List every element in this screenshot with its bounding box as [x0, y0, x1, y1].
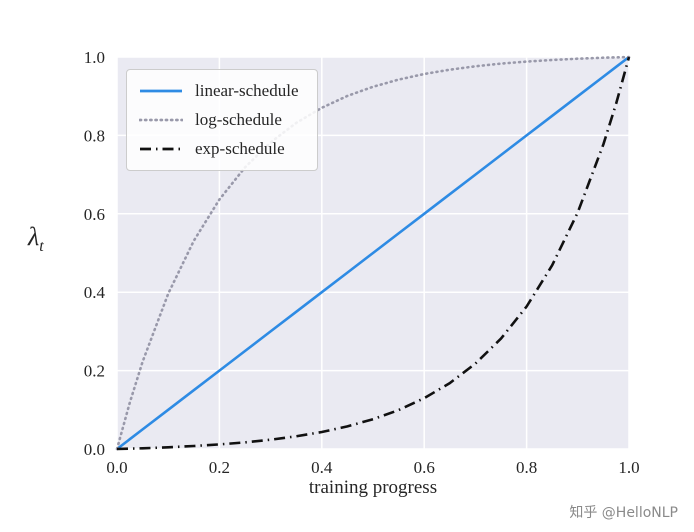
legend-label: linear-schedule — [195, 81, 299, 100]
x-tick-label: 0.6 — [414, 458, 435, 477]
y-tick-label: 0.2 — [84, 362, 105, 381]
y-tick-label: 0.0 — [84, 440, 105, 459]
dotted-line-sample-icon — [139, 118, 183, 122]
legend-item: linear-schedule — [139, 81, 299, 101]
legend: linear-schedule log-schedule exp-schedule — [126, 69, 318, 171]
legend-label: log-schedule — [195, 110, 282, 129]
x-tick-label: 0.2 — [209, 458, 230, 477]
y-tick-label: 0.8 — [84, 126, 105, 145]
y-axis-label-sub: t — [39, 238, 44, 256]
x-tick-label: 0.0 — [106, 458, 127, 477]
series-line-exp-schedule — [116, 56, 631, 451]
y-axis-label-base: λ — [28, 222, 40, 251]
series-line-linear-schedule — [116, 55, 630, 451]
x-tick-label: 0.8 — [516, 458, 537, 477]
y-tick-label: 0.6 — [84, 205, 105, 224]
y-axis-label: λt — [28, 224, 44, 255]
watermark: 知乎 @HelloNLP — [569, 505, 678, 521]
legend-label: exp-schedule — [195, 139, 285, 158]
x-axis-label: training progress — [308, 477, 438, 498]
series-line-log-schedule — [115, 55, 631, 451]
x-tick-label: 0.4 — [311, 458, 333, 477]
dashdot-line-sample-icon — [140, 147, 182, 151]
legend-item: log-schedule — [139, 110, 299, 130]
y-tick-label: 1.0 — [84, 48, 105, 67]
legend-item: exp-schedule — [139, 139, 299, 159]
x-tick-label: 1.0 — [618, 458, 639, 477]
y-tick-label: 0.4 — [84, 283, 106, 302]
solid-line-sample-icon — [140, 89, 182, 93]
